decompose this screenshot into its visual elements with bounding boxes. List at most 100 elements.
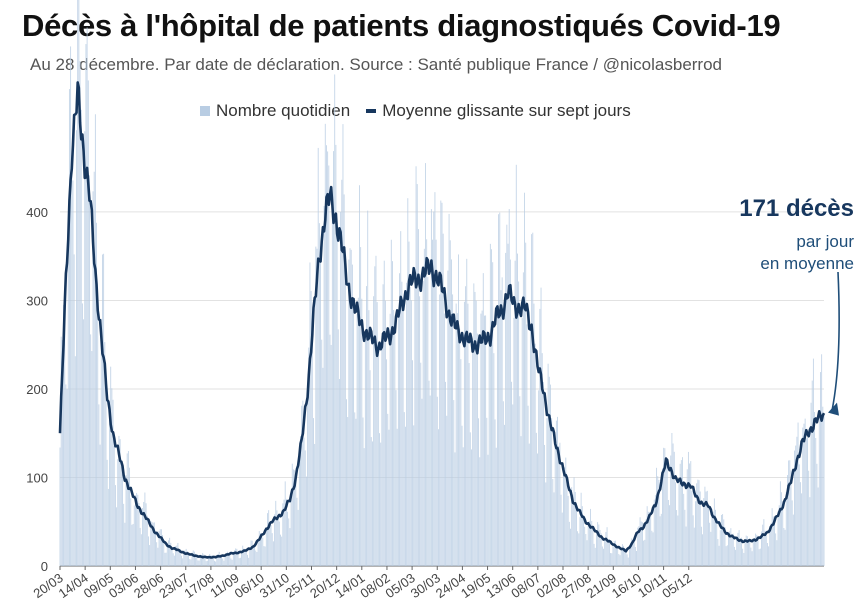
daily-bar <box>592 525 594 566</box>
daily-bar <box>311 325 313 566</box>
daily-bar <box>778 505 780 566</box>
daily-bar <box>511 381 513 566</box>
daily-bar <box>215 561 217 566</box>
daily-bar <box>465 286 467 566</box>
daily-bar <box>471 449 472 566</box>
daily-bar <box>362 417 364 566</box>
y-tick-label: 200 <box>26 382 48 397</box>
daily-bar <box>759 548 761 566</box>
daily-bar <box>304 450 306 566</box>
daily-bar <box>130 498 132 566</box>
daily-bar <box>348 259 350 566</box>
daily-bar <box>283 499 285 566</box>
daily-bar <box>491 249 492 567</box>
daily-bar <box>157 547 159 566</box>
daily-bar <box>144 492 146 566</box>
daily-bar <box>590 508 591 566</box>
daily-bar <box>715 509 716 566</box>
daily-bar <box>414 284 416 566</box>
daily-bar <box>183 550 185 566</box>
daily-bar <box>704 486 706 566</box>
daily-bar <box>699 491 701 566</box>
daily-bar <box>278 521 280 566</box>
daily-bar <box>613 541 615 566</box>
daily-bar <box>708 504 709 566</box>
daily-bar <box>729 531 731 566</box>
daily-bar <box>323 205 325 566</box>
daily-bar <box>370 437 372 566</box>
daily-bar <box>627 557 629 566</box>
daily-bar <box>493 353 495 566</box>
daily-bar <box>669 505 670 566</box>
daily-bar <box>555 420 557 566</box>
daily-bar <box>541 353 543 566</box>
daily-bar <box>91 351 93 566</box>
daily-bar <box>677 515 679 566</box>
daily-bar <box>131 524 133 566</box>
daily-bar <box>450 259 452 566</box>
daily-bar <box>742 548 744 566</box>
daily-bar <box>640 521 642 566</box>
daily-bar <box>116 507 118 566</box>
daily-bar <box>487 454 489 566</box>
daily-bar <box>318 223 320 566</box>
daily-bar <box>150 520 152 566</box>
daily-bar <box>85 44 87 566</box>
daily-bar <box>553 492 555 566</box>
daily-bar <box>606 527 608 566</box>
daily-bar <box>66 389 68 566</box>
daily-bar <box>506 224 508 566</box>
daily-bar <box>205 561 207 566</box>
daily-bar <box>343 194 345 566</box>
daily-bar <box>789 460 791 566</box>
daily-bar <box>313 418 314 566</box>
daily-bar <box>785 491 787 566</box>
daily-bar <box>631 538 633 566</box>
daily-bar <box>94 114 96 566</box>
daily-bar <box>163 540 165 566</box>
daily-bar <box>102 254 103 566</box>
y-tick-label: 100 <box>26 470 48 485</box>
daily-bar <box>72 180 74 567</box>
daily-bar <box>341 179 343 566</box>
daily-bar <box>192 550 194 566</box>
daily-bar <box>166 546 168 566</box>
chart-legend: Nombre quotidien Moyenne glissante sur s… <box>200 101 647 121</box>
daily-bar <box>351 264 353 566</box>
daily-bar <box>79 61 81 566</box>
daily-bar <box>114 485 116 566</box>
daily-bar <box>469 432 471 566</box>
daily-bar <box>706 490 708 566</box>
daily-bar <box>263 546 265 566</box>
daily-bar <box>458 254 459 566</box>
daily-bar <box>421 398 423 566</box>
daily-bar <box>268 510 270 566</box>
daily-bar <box>687 451 689 566</box>
daily-bar <box>235 548 237 566</box>
daily-bar <box>472 346 474 566</box>
daily-bar <box>552 479 554 566</box>
daily-bar <box>446 415 448 566</box>
daily-bar <box>336 233 338 566</box>
daily-bar <box>801 493 803 566</box>
daily-bar <box>287 511 288 566</box>
daily-bar <box>314 443 316 566</box>
daily-bar <box>90 334 92 566</box>
daily-bar <box>146 515 148 566</box>
daily-bar <box>534 343 536 566</box>
daily-bar <box>488 345 490 566</box>
daily-bar <box>363 448 365 566</box>
daily-bar <box>407 198 409 567</box>
daily-bar <box>822 406 824 566</box>
daily-bar <box>316 248 318 566</box>
daily-bar <box>643 540 645 566</box>
daily-bar <box>152 522 154 566</box>
daily-bar <box>659 516 661 566</box>
daily-bar <box>228 553 230 566</box>
daily-bar <box>665 459 667 566</box>
daily-bar <box>162 535 164 566</box>
daily-bar <box>360 247 362 566</box>
daily-bar <box>645 519 647 566</box>
daily-bar <box>242 545 244 566</box>
daily-bar <box>122 470 123 566</box>
